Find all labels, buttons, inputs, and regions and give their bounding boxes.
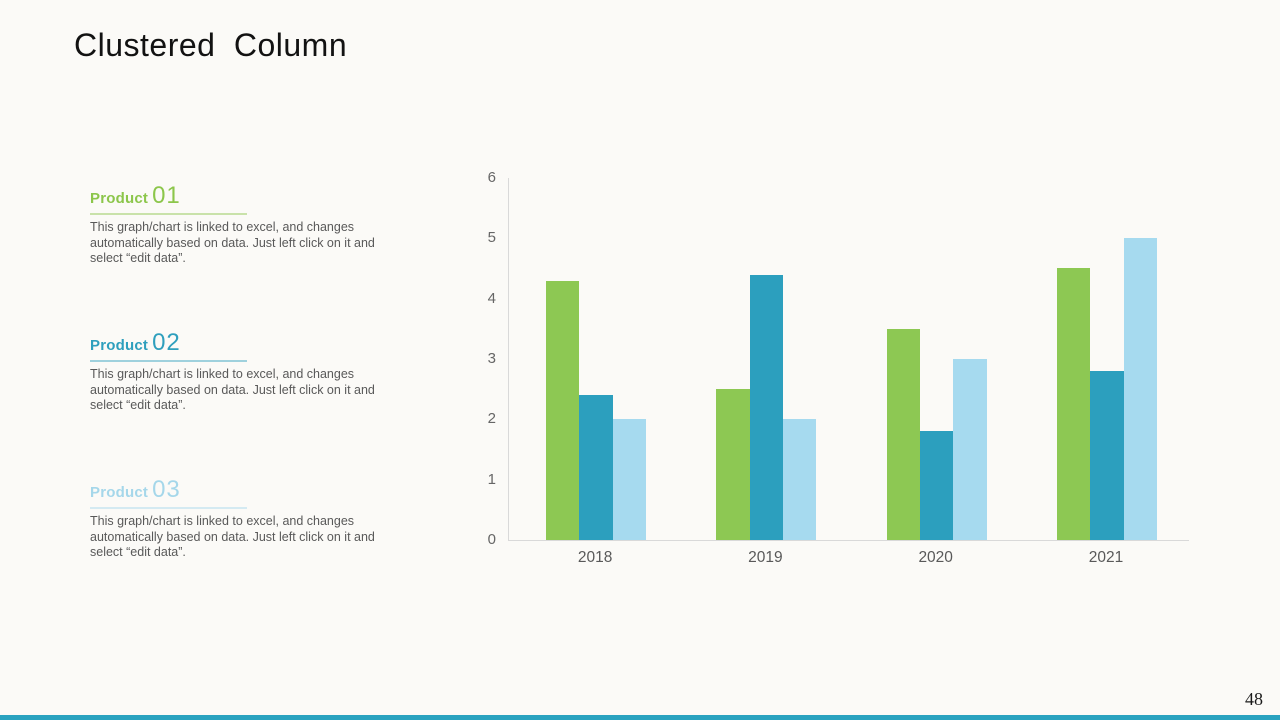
bar-product-02-2020 (920, 431, 954, 540)
product-02-underline (90, 360, 247, 362)
bar-product-03-2018 (612, 419, 647, 540)
description-line: This graph/chart is linked to excel, and… (90, 514, 355, 528)
y-axis-tick-label: 5 (487, 229, 496, 247)
description-line: automatically based on data. Just left c… (90, 235, 375, 250)
x-axis-category-label: 2020 (918, 549, 953, 566)
bar-product-02-2018 (579, 395, 613, 540)
x-axis-category-label: 2018 (577, 549, 613, 566)
product-03-number: 03 (152, 476, 181, 503)
product-03-description: This graph/chart is linked to excel, and… (90, 514, 440, 561)
product-02-description: This graph/chart is linked to excel, and… (90, 367, 440, 414)
x-axis-category-label: 2021 (1088, 549, 1124, 566)
product-01-heading: Product 01 (90, 183, 440, 212)
x-axis-category-label: 2019 (748, 549, 783, 566)
bar-product-02-2019 (749, 275, 784, 540)
bar-product-03-2020 (953, 359, 987, 540)
y-axis-tick-label: 2 (487, 410, 496, 428)
description-line: select “edit data”. (90, 545, 186, 559)
product-01-number: 01 (152, 182, 181, 209)
product-02-number: 02 (152, 329, 181, 356)
product-01-underline (90, 213, 247, 215)
page-number: 48 (1245, 689, 1263, 709)
description-line: select “edit data”. (90, 251, 186, 265)
product-block-03: Product 03 This graph/chart is linked to … (90, 477, 440, 561)
y-axis-tick-label: 6 (487, 169, 496, 186)
description-line: automatically based on data. Just left c… (90, 529, 375, 544)
description-line: This graph/chart is linked to excel, and… (90, 220, 355, 234)
description-line: automatically based on data. Just left c… (90, 382, 375, 397)
bar-product-01-2018 (546, 281, 580, 540)
bar-product-01-2019 (716, 389, 750, 540)
product-03-label: Product (90, 484, 149, 501)
description-line: This graph/chart is linked to excel, and… (90, 367, 355, 381)
clustered-column-chart[interactable] (508, 178, 1189, 541)
product-03-heading: Product 03 (90, 477, 440, 506)
product-02-heading: Product 02 (90, 330, 440, 359)
product-block-01: Product 01 This graph/chart is linked to … (90, 183, 440, 267)
product-01-label: Product (90, 190, 149, 207)
product-02-label: Product (90, 337, 149, 354)
product-block-02: Product 02 This graph/chart is linked to … (90, 330, 440, 414)
footer-accent-bar (0, 715, 1280, 720)
product-01-description: This graph/chart is linked to excel, and… (90, 220, 440, 267)
slide-title: Clustered Column (74, 27, 348, 63)
description-line: select “edit data”. (90, 398, 186, 412)
y-axis-tick-label: 0 (487, 531, 496, 548)
bar-product-03-2019 (783, 419, 817, 540)
y-axis-tick-label: 4 (487, 289, 496, 307)
y-axis-tick-label: 3 (487, 350, 496, 367)
bar-product-01-2020 (886, 329, 920, 540)
bar-product-03-2021 (1123, 238, 1158, 540)
bar-product-01-2021 (1056, 268, 1091, 540)
bar-product-02-2021 (1090, 371, 1124, 540)
y-axis-tick-label: 1 (487, 470, 496, 488)
product-03-underline (90, 507, 247, 509)
